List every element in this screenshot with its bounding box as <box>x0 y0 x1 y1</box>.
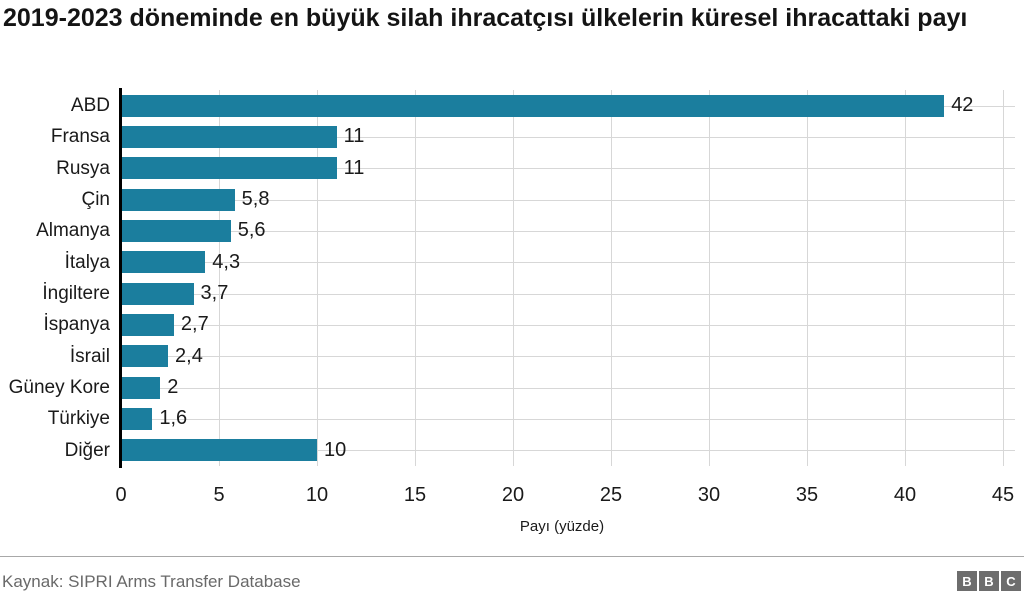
source-credit: Kaynak: SIPRI Arms Transfer Database <box>2 572 301 591</box>
horizontal-gridline <box>121 387 1015 389</box>
x-tick-label: 0 <box>115 484 127 506</box>
bar <box>121 282 194 305</box>
horizontal-gridline <box>121 262 1015 264</box>
horizontal-gridline <box>121 231 1015 232</box>
category-label: Türkiye <box>47 408 110 430</box>
category-label: ABD <box>70 95 110 116</box>
bar <box>121 376 161 399</box>
vertical-gridline <box>219 90 220 466</box>
x-tick-label: 20 <box>501 484 525 506</box>
value-label: 5,8 <box>241 188 270 210</box>
horizontal-gridline <box>121 325 1015 326</box>
category-label: Çin <box>81 189 110 210</box>
value-label: 1,6 <box>159 407 188 430</box>
category-label: İtalya <box>64 251 110 273</box>
bar <box>121 251 206 274</box>
category-label: Rusya <box>56 157 110 179</box>
value-label: 42 <box>951 94 974 116</box>
horizontal-gridline <box>121 450 1015 452</box>
x-tick-label: 45 <box>991 484 1015 506</box>
bar <box>121 408 153 430</box>
vertical-gridline <box>513 90 514 466</box>
x-tick-label: 10 <box>305 484 329 506</box>
x-tick-label: 15 <box>403 484 427 506</box>
bbc-logo: B B C <box>957 571 1021 591</box>
value-label: 10 <box>324 438 347 461</box>
x-tick-label: 35 <box>795 484 819 506</box>
category-label: Almanya <box>36 220 110 242</box>
bar <box>121 439 317 462</box>
vertical-gridline <box>807 90 808 466</box>
horizontal-gridline <box>121 419 1015 420</box>
category-label: Güney Kore <box>8 377 110 398</box>
chart-title: 2019-2023 döneminde en büyük silah ihrac… <box>3 4 968 32</box>
category-label: İspanya <box>43 314 110 336</box>
category-axis-labels: ABD Fransa Rusya Çin Almanya İtalya İngiltere İ… <box>0 90 110 466</box>
x-tick-label: 5 <box>213 484 225 506</box>
vertical-gridline <box>905 90 906 466</box>
x-tick-label: 40 <box>893 484 917 506</box>
category-label: Fransa <box>50 126 110 148</box>
value-label: 2,4 <box>175 344 203 367</box>
bar <box>121 126 337 148</box>
value-label: 11 <box>343 125 365 148</box>
horizontal-gridline <box>121 356 1015 358</box>
vertical-gridline <box>1003 90 1004 466</box>
bar <box>121 220 231 242</box>
bar <box>121 94 945 117</box>
x-axis-title: Payı (yüzde) <box>519 518 605 535</box>
bbc-logo-block-2: B <box>979 571 999 591</box>
value-label: 11 <box>343 156 365 179</box>
bar <box>121 188 235 211</box>
category-label: İngiltere <box>42 283 110 304</box>
vertical-gridline <box>415 90 416 466</box>
x-tick-label: 30 <box>697 484 721 506</box>
x-axis-tick-labels: 0 5 10 15 20 25 30 35 40 45 <box>115 484 1015 508</box>
bbc-logo-block-3: C <box>1001 571 1021 591</box>
vertical-gridline <box>317 90 318 466</box>
bbc-logo-block-1: B <box>957 571 977 591</box>
value-label: 4,3 <box>212 250 241 273</box>
category-label: Diğer <box>64 439 110 461</box>
bar <box>121 157 337 180</box>
bar <box>121 345 169 368</box>
value-label: 2 <box>167 376 179 398</box>
plot-area: 42 11 11 5,8 5,6 4,3 3,7 2,7 2,4 2 1,6 10 <box>119 88 1015 468</box>
horizontal-gridline <box>121 293 1015 295</box>
vertical-gridline <box>709 90 710 466</box>
y-axis-line <box>119 88 122 468</box>
value-label: 3,7 <box>200 282 229 304</box>
horizontal-gridline <box>121 168 1015 170</box>
category-label: İsrail <box>69 345 110 367</box>
horizontal-gridline <box>121 199 1015 201</box>
vertical-gridline <box>611 90 612 466</box>
horizontal-gridline <box>121 137 1015 138</box>
value-label: 5,6 <box>237 219 266 242</box>
bar <box>121 314 174 336</box>
value-label: 2,7 <box>180 313 209 336</box>
footer: Kaynak: SIPRI Arms Transfer Database B B… <box>0 556 1024 600</box>
x-tick-label: 25 <box>599 484 623 506</box>
